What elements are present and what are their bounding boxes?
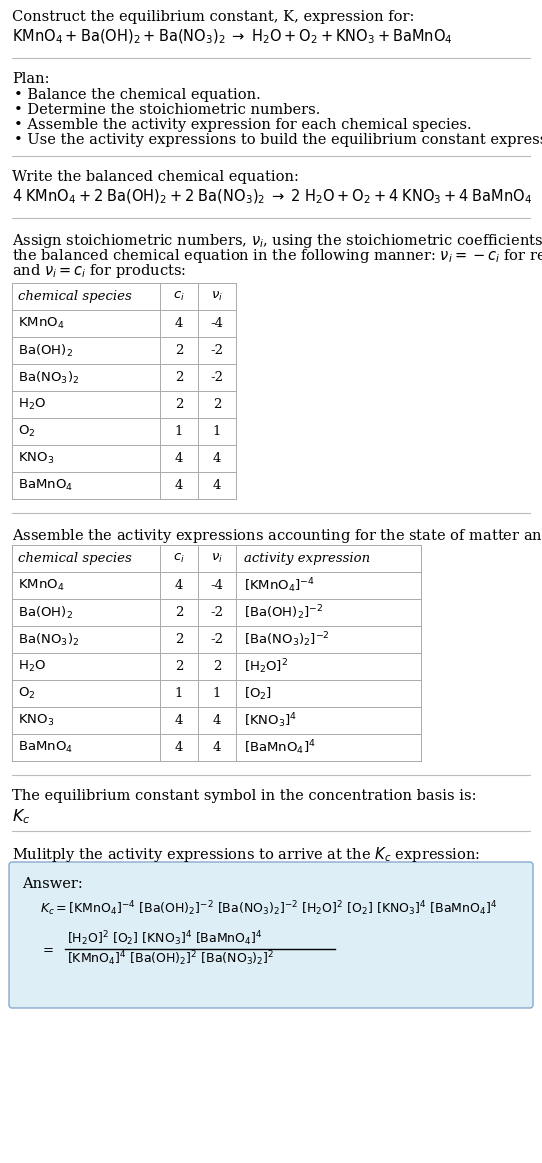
Text: 2: 2 xyxy=(175,659,183,673)
FancyBboxPatch shape xyxy=(9,862,533,1008)
Text: $\mathrm{[O_2]}$: $\mathrm{[O_2]}$ xyxy=(244,685,272,701)
Text: 1: 1 xyxy=(175,424,183,438)
Text: 4: 4 xyxy=(175,317,183,330)
Text: Plan:: Plan: xyxy=(12,72,49,86)
Text: $\mathrm{[Ba(OH)_2]^{-2}}$: $\mathrm{[Ba(OH)_2]^{-2}}$ xyxy=(244,604,324,622)
Text: $\mathrm{BaMnO_4}$: $\mathrm{BaMnO_4}$ xyxy=(18,740,73,755)
Text: Answer:: Answer: xyxy=(22,877,83,891)
Text: -2: -2 xyxy=(210,606,223,619)
Text: • Determine the stoichiometric numbers.: • Determine the stoichiometric numbers. xyxy=(14,104,320,117)
Text: $[\mathrm{KMnO_4}]^4\ [\mathrm{Ba(OH)_2}]^2\ [\mathrm{Ba(NO_3)_2}]^2$: $[\mathrm{KMnO_4}]^4\ [\mathrm{Ba(OH)_2}… xyxy=(67,949,274,968)
Text: $\mathrm{[Ba(NO_3)_2]^{-2}}$: $\mathrm{[Ba(NO_3)_2]^{-2}}$ xyxy=(244,630,330,649)
Text: 2: 2 xyxy=(175,344,183,357)
Text: $c_i$: $c_i$ xyxy=(173,290,185,304)
Text: $K_c = [\mathrm{KMnO_4}]^{-4}\ [\mathrm{Ba(OH)_2}]^{-2}\ [\mathrm{Ba(NO_3)_2}]^{: $K_c = [\mathrm{KMnO_4}]^{-4}\ [\mathrm{… xyxy=(40,899,498,918)
Text: Assign stoichiometric numbers, $\nu_i$, using the stoichiometric coefficients, $: Assign stoichiometric numbers, $\nu_i$, … xyxy=(12,231,542,250)
Text: 1: 1 xyxy=(175,687,183,700)
Text: $\mathrm{[H_2O]^2}$: $\mathrm{[H_2O]^2}$ xyxy=(244,657,288,676)
Text: the balanced chemical equation in the following manner: $\nu_i = -c_i$ for react: the balanced chemical equation in the fo… xyxy=(12,247,542,265)
Text: $\nu_i$: $\nu_i$ xyxy=(211,552,223,565)
Text: chemical species: chemical species xyxy=(18,290,132,304)
Text: 2: 2 xyxy=(213,398,221,411)
Text: $\mathrm{4\;KMnO_4 + 2\;Ba(OH)_2 + 2\;Ba(NO_3)_2 \;\rightarrow\; 2\;H_2O + O_2 +: $\mathrm{4\;KMnO_4 + 2\;Ba(OH)_2 + 2\;Ba… xyxy=(12,188,532,206)
Text: • Use the activity expressions to build the equilibrium constant expression.: • Use the activity expressions to build … xyxy=(14,133,542,147)
Text: Write the balanced chemical equation:: Write the balanced chemical equation: xyxy=(12,170,299,184)
Text: $\mathrm{KNO_3}$: $\mathrm{KNO_3}$ xyxy=(18,451,54,466)
Text: $\mathrm{KMnO_4 + Ba(OH)_2 + Ba(NO_3)_2 \;\rightarrow\; H_2O + O_2 + KNO_3 + BaM: $\mathrm{KMnO_4 + Ba(OH)_2 + Ba(NO_3)_2 … xyxy=(12,28,453,47)
Text: $[\mathrm{H_2O}]^2\ [\mathrm{O_2}]\ [\mathrm{KNO_3}]^4\ [\mathrm{BaMnO_4}]^4$: $[\mathrm{H_2O}]^2\ [\mathrm{O_2}]\ [\ma… xyxy=(67,929,263,948)
Text: Mulitply the activity expressions to arrive at the $K_c$ expression:: Mulitply the activity expressions to arr… xyxy=(12,846,480,864)
Text: $K_c$: $K_c$ xyxy=(12,807,30,826)
Text: -2: -2 xyxy=(210,371,223,384)
Text: $\mathrm{[KNO_3]^4}$: $\mathrm{[KNO_3]^4}$ xyxy=(244,711,297,730)
Text: $\mathrm{KNO_3}$: $\mathrm{KNO_3}$ xyxy=(18,713,54,728)
Text: 4: 4 xyxy=(175,714,183,727)
Text: $=$: $=$ xyxy=(40,942,54,956)
Text: $c_i$: $c_i$ xyxy=(173,552,185,565)
Text: $\mathrm{H_2O}$: $\mathrm{H_2O}$ xyxy=(18,659,46,675)
Text: 2: 2 xyxy=(175,633,183,645)
Text: 4: 4 xyxy=(175,479,183,492)
Text: $\mathrm{[BaMnO_4]^4}$: $\mathrm{[BaMnO_4]^4}$ xyxy=(244,739,315,757)
Text: 4: 4 xyxy=(175,579,183,592)
Text: 4: 4 xyxy=(213,479,221,492)
Text: $\mathrm{Ba(NO_3)_2}$: $\mathrm{Ba(NO_3)_2}$ xyxy=(18,632,79,648)
Text: chemical species: chemical species xyxy=(18,552,132,565)
Text: $\mathrm{O_2}$: $\mathrm{O_2}$ xyxy=(18,686,35,701)
Text: $\mathrm{Ba(OH)_2}$: $\mathrm{Ba(OH)_2}$ xyxy=(18,342,73,358)
Text: 4: 4 xyxy=(175,452,183,465)
Text: -4: -4 xyxy=(210,579,223,592)
Text: $\mathrm{KMnO_4}$: $\mathrm{KMnO_4}$ xyxy=(18,316,64,331)
Text: Construct the equilibrium constant, K, expression for:: Construct the equilibrium constant, K, e… xyxy=(12,10,415,24)
Text: $\mathrm{O_2}$: $\mathrm{O_2}$ xyxy=(18,424,35,440)
Text: -2: -2 xyxy=(210,633,223,645)
Text: 1: 1 xyxy=(213,424,221,438)
Text: -2: -2 xyxy=(210,344,223,357)
Text: 4: 4 xyxy=(213,452,221,465)
Text: The equilibrium constant symbol in the concentration basis is:: The equilibrium constant symbol in the c… xyxy=(12,789,476,802)
Text: $\mathrm{Ba(NO_3)_2}$: $\mathrm{Ba(NO_3)_2}$ xyxy=(18,370,79,386)
Text: $\mathrm{Ba(OH)_2}$: $\mathrm{Ba(OH)_2}$ xyxy=(18,605,73,621)
Text: $\mathrm{BaMnO_4}$: $\mathrm{BaMnO_4}$ xyxy=(18,478,73,493)
Text: $\nu_i$: $\nu_i$ xyxy=(211,290,223,304)
Text: 2: 2 xyxy=(175,371,183,384)
Text: -4: -4 xyxy=(210,317,223,330)
Text: and $\nu_i = c_i$ for products:: and $\nu_i = c_i$ for products: xyxy=(12,262,186,280)
Text: • Assemble the activity expression for each chemical species.: • Assemble the activity expression for e… xyxy=(14,117,472,131)
Text: $\mathrm{[KMnO_4]^{-4}}$: $\mathrm{[KMnO_4]^{-4}}$ xyxy=(244,576,315,594)
Text: 4: 4 xyxy=(213,741,221,754)
Text: 4: 4 xyxy=(175,741,183,754)
Text: $\mathrm{KMnO_4}$: $\mathrm{KMnO_4}$ xyxy=(18,578,64,593)
Text: 2: 2 xyxy=(175,606,183,619)
Text: Assemble the activity expressions accounting for the state of matter and $\nu_i$: Assemble the activity expressions accoun… xyxy=(12,527,542,545)
Text: activity expression: activity expression xyxy=(244,552,370,565)
Text: • Balance the chemical equation.: • Balance the chemical equation. xyxy=(14,88,261,102)
Text: 2: 2 xyxy=(213,659,221,673)
Text: $\mathrm{H_2O}$: $\mathrm{H_2O}$ xyxy=(18,397,46,412)
Text: 1: 1 xyxy=(213,687,221,700)
Text: 2: 2 xyxy=(175,398,183,411)
Text: 4: 4 xyxy=(213,714,221,727)
